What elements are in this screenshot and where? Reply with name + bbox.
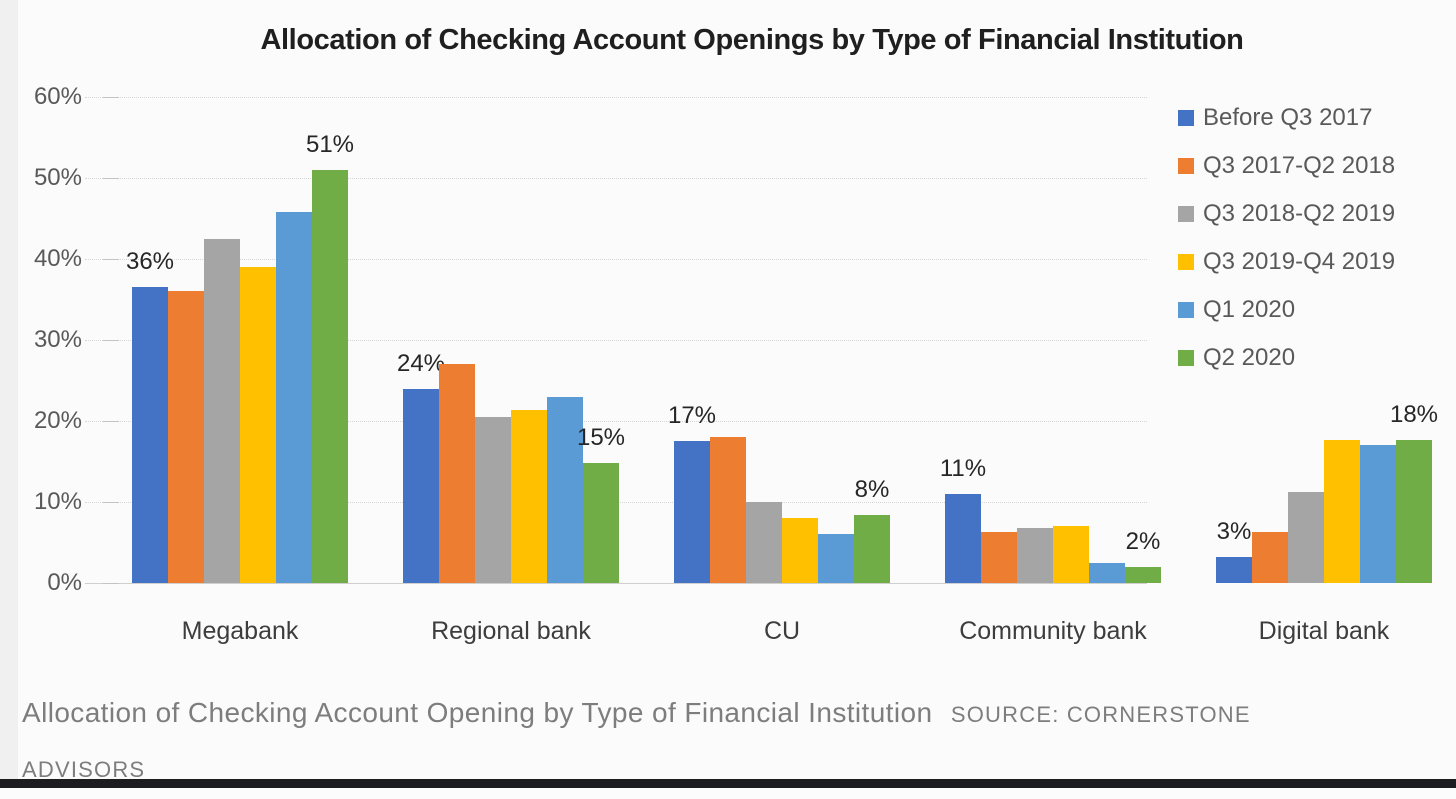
- gridline-30%: [85, 340, 1147, 341]
- legend-label: Q3 2019-Q4 2019: [1203, 248, 1396, 275]
- bar-q2-2020: [312, 170, 348, 583]
- bar-q3-2018-q2-2019: [1288, 492, 1324, 583]
- bar-q2-2020: [583, 463, 619, 583]
- y-axis-tick: [103, 340, 119, 341]
- bar-q2-2020: [1396, 440, 1432, 583]
- legend-item: Q3 2018-Q2 2019: [1178, 190, 1395, 238]
- y-axis-label: 60%: [33, 83, 82, 110]
- bar-q3-2019-q4-2019: [511, 410, 547, 583]
- bar-before-q3-2017: [674, 441, 710, 583]
- x-axis-label: Megabank: [181, 617, 299, 645]
- chart-title: Allocation of Checking Account Openings …: [260, 24, 1244, 56]
- y-axis-tick: [103, 259, 119, 260]
- bar-q3-2018-q2-2019: [204, 239, 240, 583]
- x-axis-label: Regional bank: [431, 617, 591, 645]
- bar-value-label: 3%: [1216, 518, 1252, 545]
- bar-q3-2019-q4-2019: [1324, 440, 1360, 583]
- legend-label: Before Q3 2017: [1203, 104, 1373, 131]
- caption-text: Allocation of Checking Account Opening b…: [22, 697, 933, 728]
- bar-value-label: 11%: [939, 455, 987, 482]
- bar-before-q3-2017: [403, 389, 439, 583]
- bar-before-q3-2017: [945, 494, 981, 583]
- bottom-divider-bar: [0, 779, 1456, 788]
- y-axis-label: 50%: [33, 164, 82, 191]
- legend-swatch-icon: [1178, 206, 1194, 222]
- legend-swatch-icon: [1178, 110, 1194, 126]
- bar-q3-2018-q2-2019: [1017, 528, 1053, 583]
- bar-q1-2020: [547, 397, 583, 583]
- x-axis-label: CU: [763, 617, 801, 645]
- legend-label: Q3 2017-Q2 2018: [1203, 152, 1396, 179]
- bar-value-label: 8%: [854, 476, 890, 503]
- legend-label: Q1 2020: [1203, 296, 1296, 323]
- y-axis-tick: [103, 97, 119, 98]
- y-axis-tick: [103, 421, 119, 422]
- bar-q2-2020: [1125, 567, 1161, 583]
- gridline-0%: [85, 583, 1147, 584]
- bar-value-label: 36%: [125, 248, 175, 275]
- y-axis-label: 20%: [33, 407, 82, 434]
- bar-q1-2020: [818, 534, 854, 583]
- legend-item: Q2 2020: [1178, 334, 1395, 382]
- bar-value-label: 18%: [1389, 401, 1439, 428]
- bar-q1-2020: [1360, 445, 1396, 583]
- y-axis-label: 40%: [33, 245, 82, 272]
- x-axis-label: Community bank: [959, 617, 1147, 645]
- legend-swatch-icon: [1178, 254, 1194, 270]
- bar-chart-plot-area: 0% 10% 20% 30% 40% 50% 60% 36% 24% 17% 11% 3% 51% 15%…: [33, 83, 1439, 645]
- page-edge-strip: [0, 0, 18, 779]
- bar-q3-2019-q4-2019: [782, 518, 818, 583]
- y-axis-label: 30%: [33, 326, 82, 353]
- legend-label: Q3 2018-Q2 2019: [1203, 200, 1396, 227]
- chart-legend: Before Q3 2017 Q3 2017-Q2 2018 Q3 2018-Q2 …: [1178, 94, 1395, 382]
- bar-q3-2017-q2-2018: [981, 532, 1017, 583]
- legend-swatch-icon: [1178, 158, 1194, 174]
- bar-value-label: 17%: [667, 402, 717, 429]
- gridline-50%: [85, 178, 1147, 179]
- bar-value-label: 24%: [396, 350, 446, 377]
- bar-q3-2017-q2-2018: [439, 364, 475, 583]
- bar-q3-2018-q2-2019: [475, 417, 511, 583]
- bar-value-label: 2%: [1125, 528, 1161, 555]
- y-axis-tick: [103, 583, 119, 584]
- legend-item: Q3 2017-Q2 2018: [1178, 142, 1395, 190]
- bar-q3-2018-q2-2019: [746, 502, 782, 583]
- gridline-20%: [85, 421, 1147, 422]
- legend-swatch-icon: [1178, 350, 1194, 366]
- bar-before-q3-2017: [1216, 557, 1252, 583]
- bar-q2-2020: [854, 515, 890, 583]
- legend-item: Q3 2019-Q4 2019: [1178, 238, 1395, 286]
- legend-label: Q2 2020: [1203, 344, 1296, 371]
- legend-item: Before Q3 2017: [1178, 94, 1395, 142]
- bar-q3-2017-q2-2018: [1252, 532, 1288, 583]
- bar-value-label: 51%: [305, 131, 355, 158]
- legend-item: Q1 2020: [1178, 286, 1395, 334]
- bar-q3-2019-q4-2019: [240, 267, 276, 583]
- bar-value-label: 15%: [576, 424, 626, 451]
- y-axis-tick: [103, 178, 119, 179]
- bar-q1-2020: [276, 212, 312, 583]
- bar-q3-2019-q4-2019: [1053, 526, 1089, 583]
- y-axis-tick: [103, 502, 119, 503]
- caption-source-text: SOURCE: CORNERSTONE ADVISORS: [22, 702, 1251, 782]
- y-axis-label: 0%: [47, 569, 82, 596]
- gridline-60%: [85, 97, 1147, 98]
- x-axis-label: Digital bank: [1258, 617, 1390, 645]
- gridline-40%: [85, 259, 1147, 260]
- y-axis-label: 10%: [33, 488, 82, 515]
- bar-q3-2017-q2-2018: [168, 291, 204, 583]
- figure-caption: Allocation of Checking Account Opening b…: [22, 687, 1374, 799]
- bar-q3-2017-q2-2018: [710, 437, 746, 583]
- bar-before-q3-2017: [132, 287, 168, 583]
- legend-swatch-icon: [1178, 302, 1194, 318]
- bar-q1-2020: [1089, 563, 1125, 583]
